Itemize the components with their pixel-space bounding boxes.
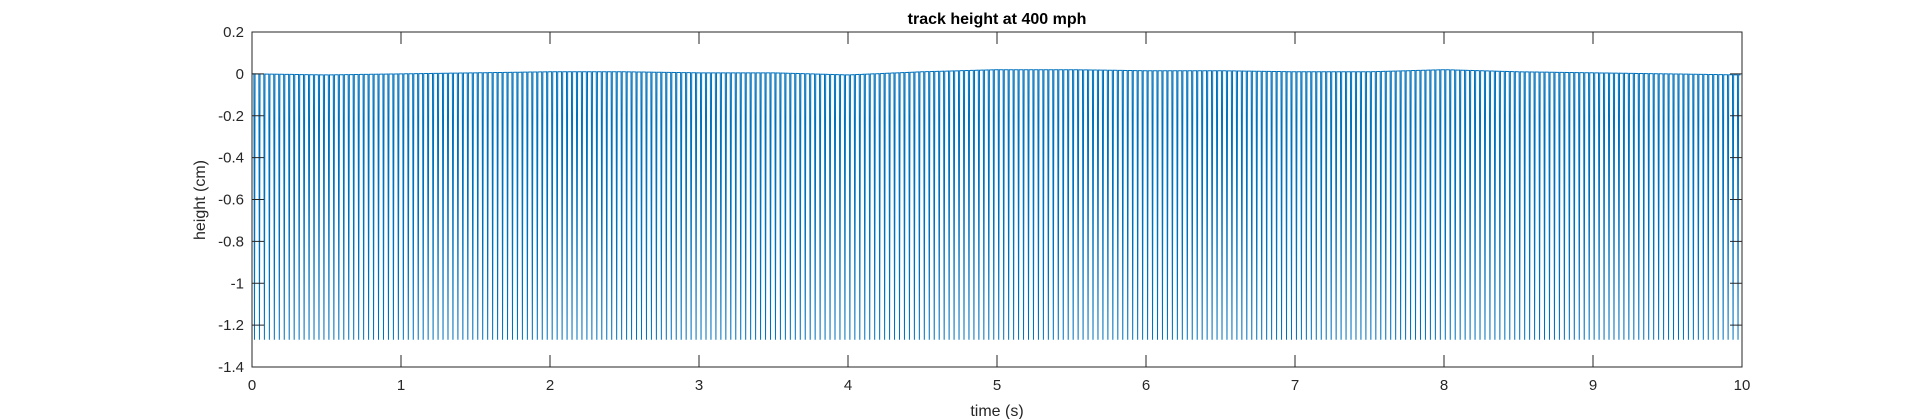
x-tick-label: 8 [1440,377,1448,394]
x-tick-label: 7 [1291,377,1299,394]
x-tick-label: 6 [1142,377,1150,394]
series-line [251,69,1741,340]
x-tick-label: 3 [695,377,703,394]
y-axis-label: height (cm) [192,160,209,240]
y-tick-label: -0.6 [218,192,244,209]
y-tick-label: -0.8 [218,233,244,250]
x-axis-label: time (s) [970,403,1023,419]
y-tick-label: -1.4 [218,359,244,376]
x-tick-label: 10 [1734,377,1751,394]
plot-area [252,32,1742,367]
x-tick-label: 0 [248,377,256,394]
series-layer [251,69,1741,340]
y-tick-label: 0.2 [223,24,244,41]
y-tick-label: -0.4 [218,150,244,167]
y-tick-label: -1.2 [218,317,244,334]
y-tick-label: -0.2 [218,108,244,125]
y-axis-ticks: 0.2 0 -0.2 -0.4 -0.6 -0.8 -1 -1.2 -1.4 [218,24,1742,376]
x-tick-label: 2 [546,377,554,394]
x-tick-label: 5 [993,377,1001,394]
y-tick-label: -1 [231,275,244,292]
y-tick-label: 0 [236,66,244,83]
chart-title: track height at 400 mph [908,11,1087,28]
x-tick-label: 9 [1589,377,1597,394]
x-tick-label: 4 [844,377,852,394]
x-axis-ticks: 0 1 2 3 4 5 6 7 8 9 10 [248,32,1751,394]
x-tick-label: 1 [397,377,405,394]
